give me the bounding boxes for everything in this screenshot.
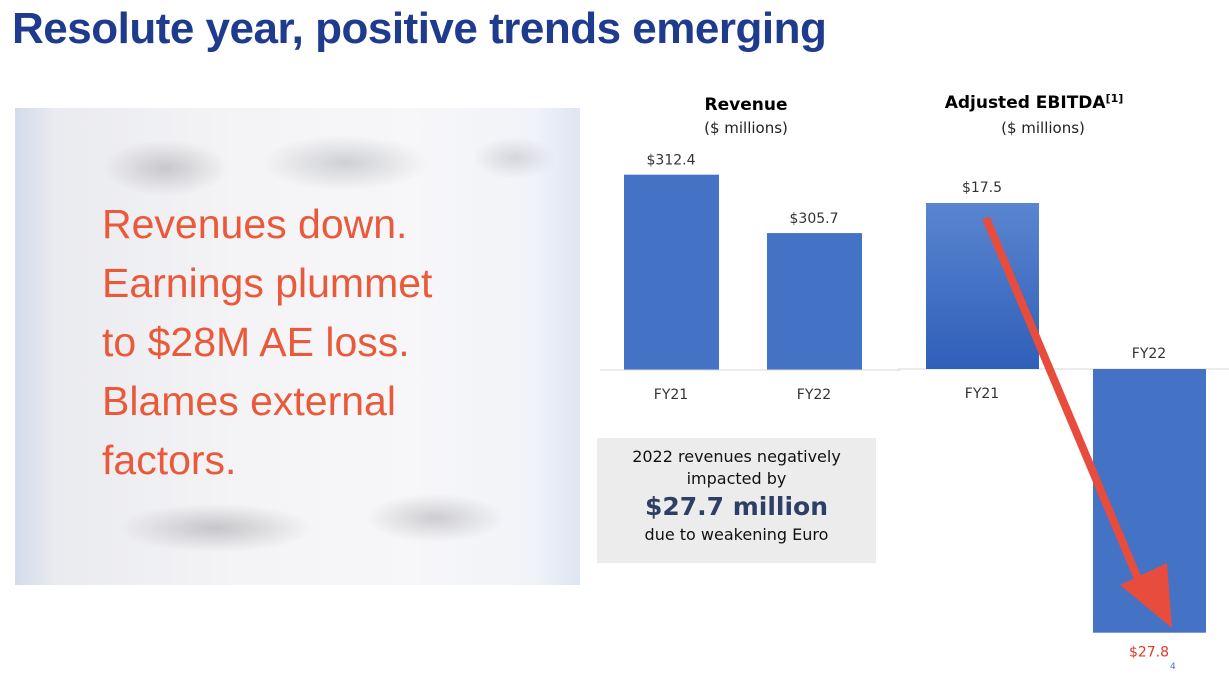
callout-text: Revenues down. Earnings plummet to $28M … [102,195,572,490]
note-highlight-amount: $27.7 million [644,492,829,521]
revenue-bar-fy21 [624,174,719,370]
ebitda-value-label-fy22: $27.8 [1129,645,1169,661]
revenue-value-label-fy22: $305.7 [790,211,839,227]
callout-line: to $28M AE loss. [102,319,410,365]
page-number: 4 [1170,662,1176,672]
callout-line: Earnings plummet [102,260,433,306]
ebitda-value-label-fy21: $17.5 [962,180,1002,196]
decline-arrow-head [1120,563,1172,628]
ebitda-title-text: Adjusted EBITDA [945,93,1107,113]
revenue-value-label-fy21: $312.4 [647,153,696,169]
ebitda-bar-fy21 [926,203,1039,369]
blurred-image-panel [15,108,580,585]
blur-edge-left [15,108,55,585]
revenue-title: Revenue [705,95,788,115]
decline-arrow-shaft [982,216,1153,607]
ebitda-tick-fy21: FY21 [965,386,999,402]
blur-edge-right [535,108,580,585]
note-line-2: impacted by [686,469,787,488]
callout-line: Blames external [102,378,396,424]
revenue-bar-fy22 [767,233,862,370]
revenue-tick-fy21: FY21 [654,387,688,403]
note-line-3: due to weakening Euro [644,525,829,544]
ebitda-tick-fy22: FY22 [1132,346,1166,362]
note-line-1: 2022 revenues negatively [632,447,841,466]
revenue-tick-fy22: FY22 [797,387,831,403]
callout-line: Revenues down. [102,201,408,247]
revenue-subtitle: ($ millions) [704,119,788,137]
ebitda-subtitle: ($ millions) [1001,119,1085,137]
euro-impact-note: 2022 revenues negatively impacted by $27… [597,438,876,563]
slide-title: Resolute year, positive trends emerging [12,4,827,53]
ebitda-title: Adjusted EBITDA[1] [945,92,1124,113]
callout-line: factors. [102,437,237,483]
ebitda-title-footnote: [1] [1106,92,1124,105]
